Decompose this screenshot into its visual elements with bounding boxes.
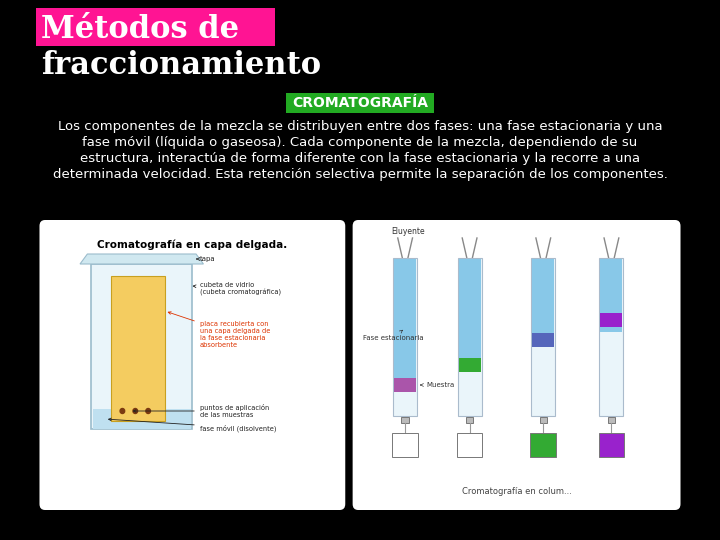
FancyBboxPatch shape bbox=[392, 433, 418, 457]
Circle shape bbox=[120, 408, 125, 414]
Text: Cromatografía en colum...: Cromatografía en colum... bbox=[462, 487, 572, 496]
Text: fase móvil (disolvente): fase móvil (disolvente) bbox=[109, 418, 276, 431]
Text: Eluyente: Eluyente bbox=[391, 227, 425, 236]
FancyBboxPatch shape bbox=[36, 8, 275, 46]
FancyBboxPatch shape bbox=[40, 220, 346, 510]
Text: tapa: tapa bbox=[197, 256, 215, 262]
FancyBboxPatch shape bbox=[531, 258, 555, 416]
Text: Métodos de: Métodos de bbox=[41, 14, 240, 45]
Bar bbox=[459, 259, 481, 367]
FancyBboxPatch shape bbox=[91, 264, 192, 429]
Text: Los componentes de la mezcla se distribuyen entre dos fases: una fase estacionar: Los componentes de la mezcla se distribu… bbox=[58, 120, 662, 133]
Bar bbox=[600, 259, 623, 332]
FancyBboxPatch shape bbox=[531, 433, 556, 457]
FancyBboxPatch shape bbox=[598, 433, 624, 457]
Bar bbox=[459, 358, 481, 372]
Polygon shape bbox=[80, 254, 204, 264]
Text: fraccionamiento: fraccionamiento bbox=[41, 50, 321, 81]
Circle shape bbox=[146, 408, 150, 414]
FancyBboxPatch shape bbox=[458, 258, 482, 416]
Text: placa recubierta con
una capa delgada de
la fase estacionaria
absorbente: placa recubierta con una capa delgada de… bbox=[168, 312, 270, 348]
FancyBboxPatch shape bbox=[456, 433, 482, 457]
Bar bbox=[394, 378, 416, 392]
Bar bbox=[532, 333, 554, 347]
Bar bbox=[394, 259, 416, 387]
Bar bbox=[608, 417, 615, 423]
Text: estructura, interactúa de forma diferente con la fase estacionaria y la recorre : estructura, interactúa de forma diferent… bbox=[80, 152, 640, 165]
Text: puntos de aplicación
de las muestras: puntos de aplicación de las muestras bbox=[133, 404, 269, 418]
Bar bbox=[532, 259, 554, 347]
FancyBboxPatch shape bbox=[353, 220, 680, 510]
Bar bbox=[539, 417, 547, 423]
Text: Fase estacionaria: Fase estacionaria bbox=[363, 330, 423, 341]
FancyBboxPatch shape bbox=[393, 258, 417, 416]
Bar bbox=[112, 276, 165, 421]
Bar bbox=[600, 313, 623, 327]
FancyBboxPatch shape bbox=[600, 258, 624, 416]
Text: Cromatografía en capa delgada.: Cromatografía en capa delgada. bbox=[97, 240, 287, 251]
Circle shape bbox=[133, 408, 138, 414]
Text: fase móvil (líquida o gaseosa). Cada componente de la mezcla, dependiendo de su: fase móvil (líquida o gaseosa). Cada com… bbox=[82, 136, 638, 149]
Text: Muestra: Muestra bbox=[420, 382, 454, 388]
Text: determinada velocidad. Esta retención selectiva permite la separación de los com: determinada velocidad. Esta retención se… bbox=[53, 168, 667, 181]
FancyBboxPatch shape bbox=[287, 93, 433, 113]
Bar bbox=[93, 409, 191, 429]
Text: cubeta de vidrio
(cubeta cromatográfica): cubeta de vidrio (cubeta cromatográfica) bbox=[193, 282, 281, 296]
Bar bbox=[402, 417, 409, 423]
Bar bbox=[466, 417, 473, 423]
Text: CROMATOGRAFÍA: CROMATOGRAFÍA bbox=[292, 96, 428, 110]
